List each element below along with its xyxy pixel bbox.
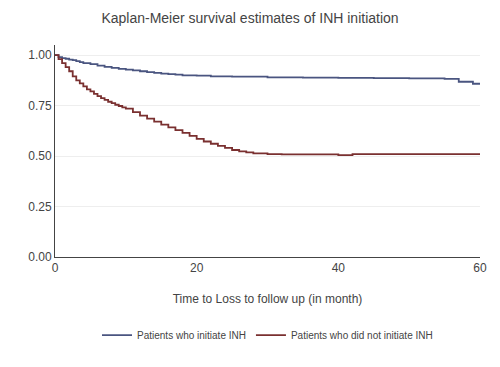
svg-text:20: 20 — [190, 261, 204, 275]
svg-text:Time to Loss to follow up (in: Time to Loss to follow up (in month) — [173, 292, 363, 306]
svg-text:0.25: 0.25 — [28, 200, 52, 214]
svg-text:0: 0 — [52, 261, 59, 275]
svg-text:0.00: 0.00 — [28, 250, 52, 264]
svg-text:0.50: 0.50 — [28, 149, 52, 163]
svg-text:0.75: 0.75 — [28, 99, 52, 113]
svg-text:40: 40 — [332, 261, 346, 275]
svg-text:Kaplan-Meier survival estimate: Kaplan-Meier survival estimates of INH i… — [101, 10, 398, 26]
svg-text:Patients who initiate INH: Patients who initiate INH — [137, 330, 246, 341]
svg-text:Patients who did not initiate: Patients who did not initiate INH — [291, 330, 433, 341]
svg-text:1.00: 1.00 — [28, 48, 52, 62]
svg-text:60: 60 — [473, 261, 487, 275]
